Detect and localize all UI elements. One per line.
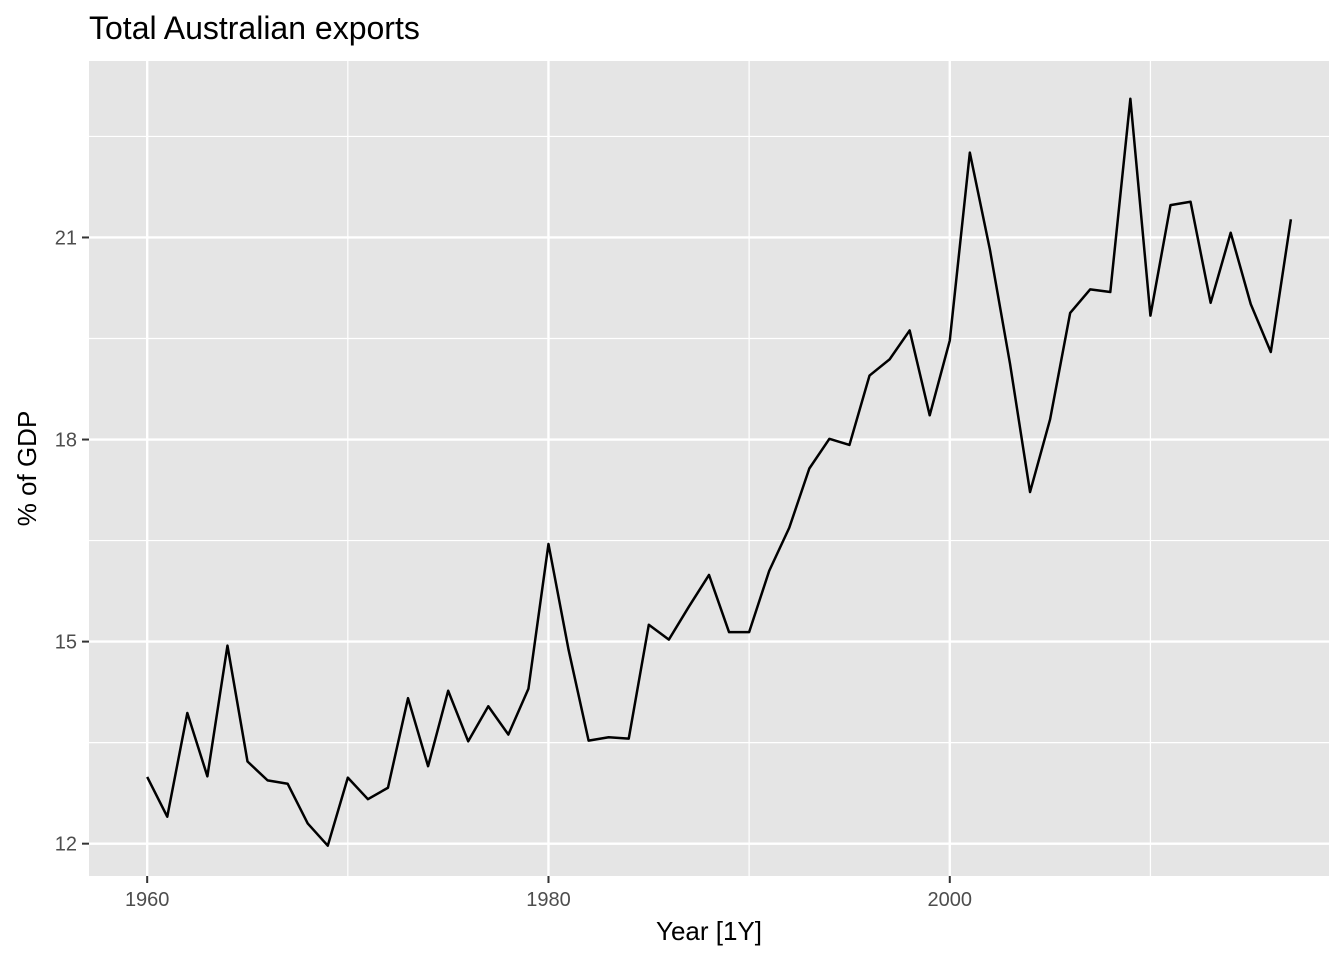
x-tick-label: 1960 <box>125 889 170 911</box>
x-tick-label: 2000 <box>928 889 973 911</box>
x-axis-ticks: 1960 1980 2000 <box>125 876 972 911</box>
y-tick-label: 21 <box>55 227 77 249</box>
chart-title: Total Australian exports <box>89 10 420 46</box>
major-gridlines <box>89 61 1329 876</box>
minor-gridlines <box>89 61 1329 876</box>
x-tick-label: 1980 <box>526 889 571 911</box>
y-tick-label: 15 <box>55 632 77 654</box>
x-axis-title: Year [1Y] <box>656 916 762 946</box>
series-line <box>146 97 1293 847</box>
y-axis-ticks: 12 15 18 21 <box>55 227 89 856</box>
panel-background <box>89 61 1329 876</box>
y-axis-title: % of GDP <box>12 411 42 527</box>
y-tick-label: 18 <box>55 430 77 452</box>
y-tick-label: 12 <box>55 834 77 856</box>
